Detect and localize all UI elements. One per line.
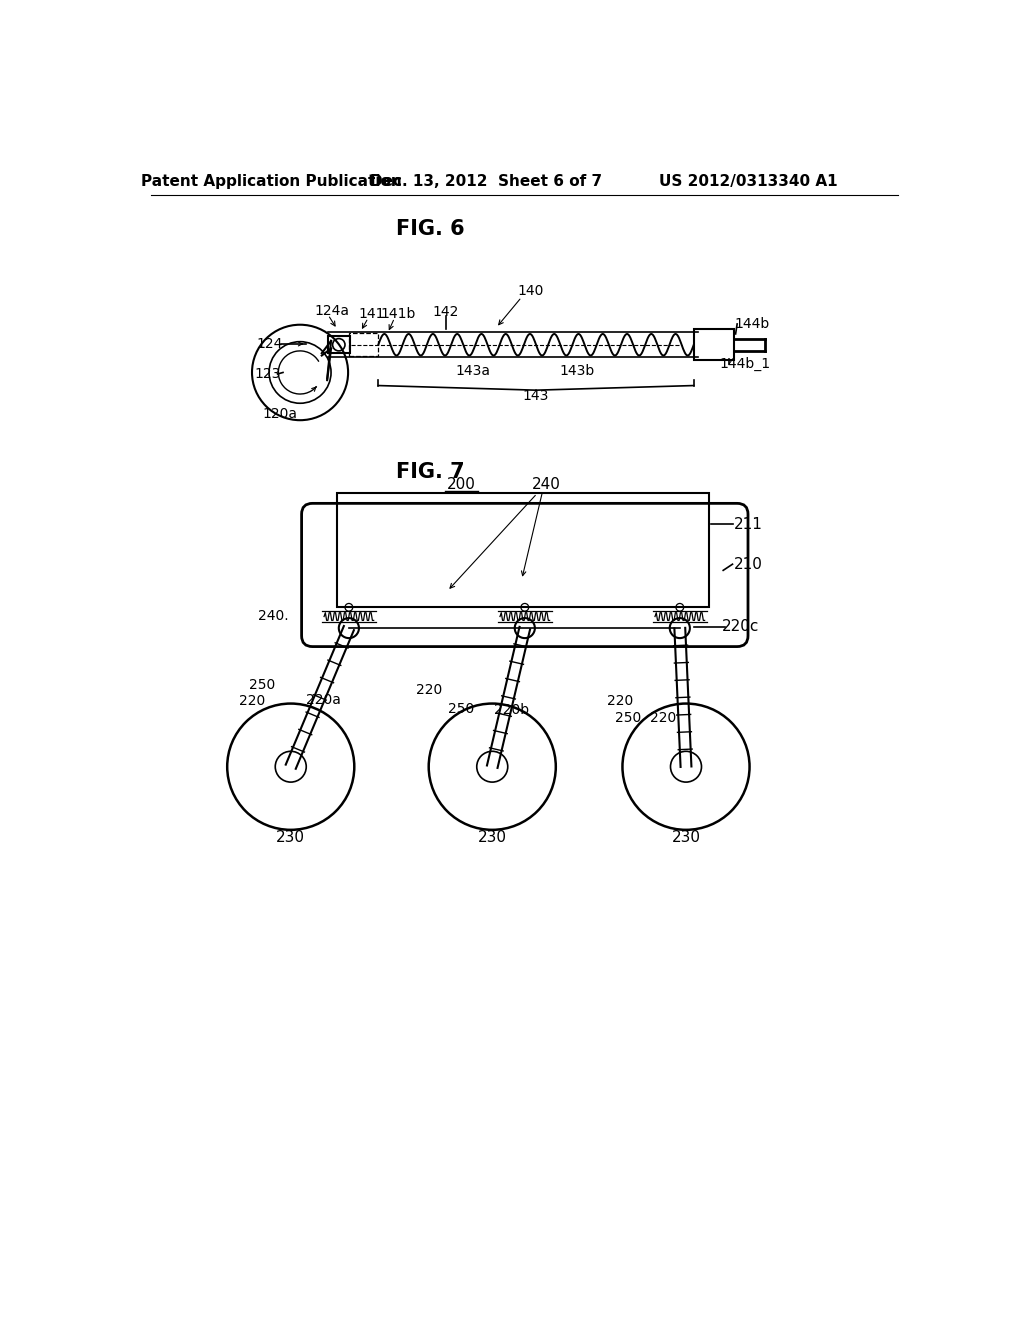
Text: 220a: 220a <box>306 693 341 708</box>
Text: 210: 210 <box>733 557 763 572</box>
Text: 240: 240 <box>532 478 561 492</box>
Text: 142: 142 <box>432 305 459 319</box>
Text: 250: 250 <box>249 678 275 692</box>
Text: 220: 220 <box>239 694 265 709</box>
Text: 230: 230 <box>672 830 700 845</box>
Text: 200: 200 <box>446 478 476 492</box>
Text: 250: 250 <box>614 711 641 725</box>
Text: 211: 211 <box>733 516 763 532</box>
Text: 143b: 143b <box>560 364 595 378</box>
Text: 230: 230 <box>478 830 507 845</box>
Text: 220: 220 <box>607 694 633 709</box>
Text: US 2012/0313340 A1: US 2012/0313340 A1 <box>658 174 838 189</box>
Bar <box>337 492 710 607</box>
Text: 144b_1: 144b_1 <box>719 356 770 371</box>
Text: 144b: 144b <box>734 317 769 331</box>
Text: 220b: 220b <box>494 704 529 718</box>
Text: 123: 123 <box>254 367 281 381</box>
Bar <box>349 333 378 356</box>
Text: 140: 140 <box>518 284 544 298</box>
Text: 143: 143 <box>523 388 549 403</box>
Text: Dec. 13, 2012  Sheet 6 of 7: Dec. 13, 2012 Sheet 6 of 7 <box>370 174 602 189</box>
Text: 124: 124 <box>257 337 283 351</box>
Text: 220c: 220c <box>722 619 759 634</box>
Text: FIG. 7: FIG. 7 <box>396 462 465 482</box>
Text: 240.: 240. <box>258 609 289 623</box>
Bar <box>328 337 349 354</box>
Text: 220: 220 <box>416 682 441 697</box>
Text: FIG. 6: FIG. 6 <box>396 219 465 239</box>
Text: 141b: 141b <box>380 308 416 321</box>
Text: 230: 230 <box>276 830 305 845</box>
Text: Patent Application Publication: Patent Application Publication <box>141 174 401 189</box>
Text: 120a: 120a <box>262 407 297 421</box>
Text: 220: 220 <box>649 711 676 725</box>
Text: 143a: 143a <box>456 364 490 378</box>
Bar <box>693 330 734 360</box>
Text: 141: 141 <box>358 308 385 321</box>
Text: 250: 250 <box>449 702 474 715</box>
Text: 124a: 124a <box>314 304 349 318</box>
